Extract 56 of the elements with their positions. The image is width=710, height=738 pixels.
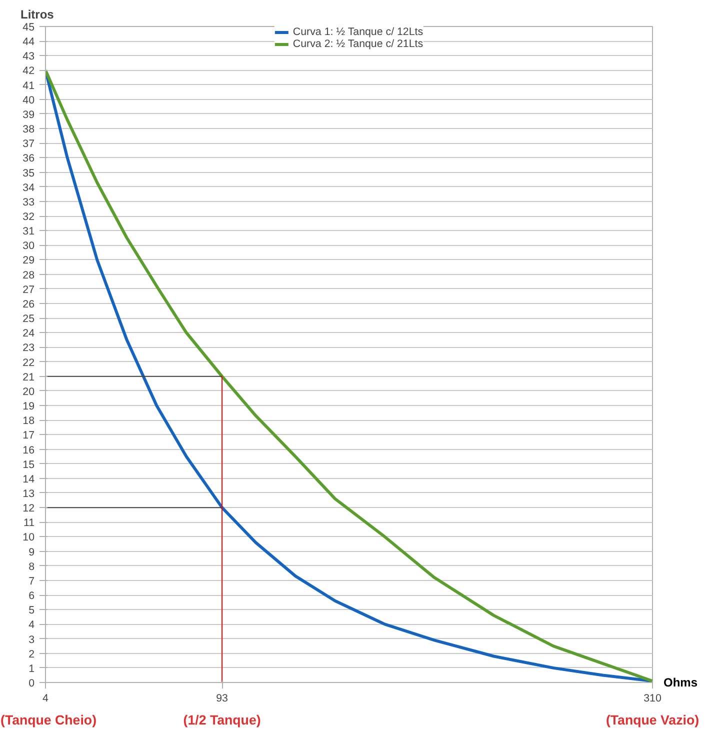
y-tick-label: 25 (22, 313, 35, 326)
y-tick-label: 17 (22, 430, 35, 442)
y-tick-label: 14 (22, 473, 35, 486)
y-tick-label: 27 (22, 284, 35, 296)
y-tick-label: 1 (28, 662, 35, 675)
x-tick-label: 4 (42, 692, 49, 704)
y-axis-title: Litros (20, 8, 54, 22)
y-tick-label: 28 (22, 269, 35, 282)
y-tick-label: 3 (28, 634, 35, 646)
y-tick-label: 5 (28, 604, 35, 617)
y-tick-label: 15 (22, 458, 35, 471)
y-tick-label: 0 (28, 678, 35, 690)
x-tick-label: 310 (644, 692, 662, 704)
y-tick-label: 22 (22, 356, 35, 369)
y-tick-label: 42 (22, 65, 35, 78)
y-tick-label: 40 (22, 94, 35, 106)
y-tick-label: 6 (28, 590, 35, 602)
y-tick-label: 45 (22, 22, 35, 34)
y-tick-label: 20 (22, 386, 35, 398)
y-tick-label: 32 (22, 211, 35, 224)
y-tick-label: 26 (22, 298, 35, 310)
y-tick-label: 37 (22, 138, 35, 150)
text: (Tanque Cheio) (0, 712, 97, 728)
y-tick-label: 7 (28, 575, 35, 588)
y-tick-label: 31 (22, 226, 35, 238)
legend-label: Curva 2: ½ Tanque c/ 21Lts (292, 38, 424, 50)
y-tick-label: 29 (22, 254, 35, 267)
y-tick-label: 9 (28, 546, 35, 558)
x-axis-title: Ohms (664, 676, 698, 690)
y-tick-label: 33 (22, 196, 35, 208)
y-tick-label: 39 (22, 108, 35, 121)
y-tick-label: 34 (22, 182, 35, 194)
y-tick-label: 19 (22, 400, 35, 413)
y-tick-label: 12 (22, 502, 35, 515)
y-tick-label: 43 (22, 50, 35, 63)
y-tick-label: 30 (22, 240, 35, 252)
y-tick-label: 11 (23, 517, 35, 530)
y-tick-label: 2 (28, 648, 35, 660)
y-tick-label: 38 (22, 124, 35, 136)
y-tick-label: 18 (22, 415, 35, 428)
x-tick-label: 93 (216, 692, 228, 704)
y-tick-label: 35 (22, 167, 35, 180)
y-tick-label: 21 (22, 371, 35, 384)
y-tick-label: 24 (22, 328, 35, 340)
y-tick-label: 23 (22, 342, 35, 354)
text: (Tanque Vazio) (606, 712, 700, 728)
y-tick-label: 4 (28, 619, 35, 632)
y-tick-label: 16 (22, 444, 35, 456)
y-tick-label: 41 (22, 80, 35, 92)
y-tick-label: 13 (22, 488, 35, 500)
text: (1/2 Tanque) (183, 712, 261, 728)
y-tick-label: 44 (22, 36, 35, 48)
y-tick-label: 36 (22, 152, 35, 165)
y-tick-label: 10 (22, 532, 35, 544)
y-tick-label: 8 (28, 560, 35, 573)
legend-label: Curva 1: ½ Tanque c/ 12Lts (292, 26, 424, 38)
